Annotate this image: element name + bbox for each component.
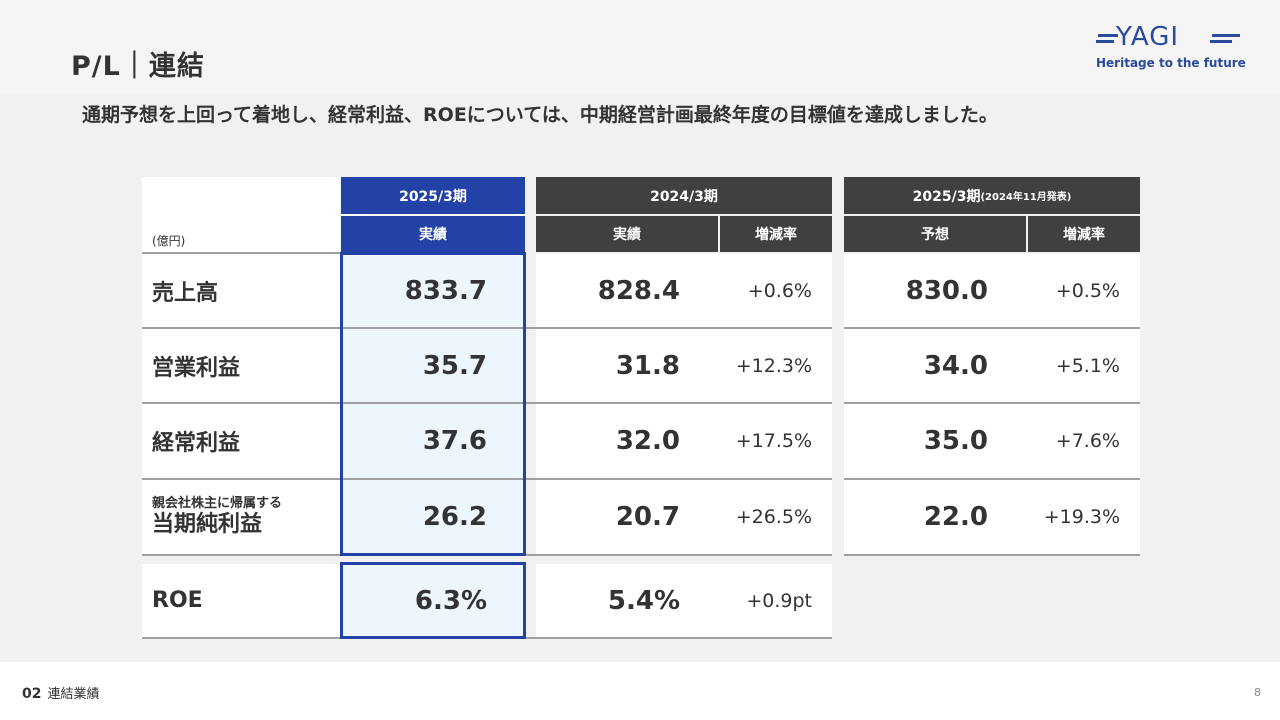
table-cell-fy2024-change: +17.5%: [718, 404, 832, 478]
footer-section-number: 02: [22, 686, 42, 702]
header-forecast-value: 予想: [844, 216, 1026, 252]
forecast-announce-note: (2024年11月発表): [980, 192, 1072, 203]
unit-label: (億円): [152, 234, 186, 248]
footer-section: 02 連結業績: [22, 683, 100, 702]
table-row-label-roe: ROE: [142, 564, 340, 637]
row-divider: [142, 402, 832, 404]
highlight-frame-fy2025: [340, 252, 526, 556]
logo-tagline: Heritage to the future: [1096, 56, 1246, 70]
row-divider: [142, 327, 832, 329]
row-divider: [142, 252, 340, 254]
header-fy2024-actual: 実績: [536, 216, 718, 252]
table-cell-forecast-change: +5.1%: [1026, 329, 1140, 402]
table-cell-fy2025: 833.7: [341, 254, 525, 327]
table-cell-forecast: 830.0: [844, 254, 1026, 327]
table-cell-fy2024: 828.4: [536, 254, 718, 327]
table-cell-forecast: 22.0: [844, 480, 1026, 554]
table-cell-forecast-change: +19.3%: [1026, 480, 1140, 554]
header-band: [0, 0, 1280, 94]
table-cell-fy2024: 20.7: [536, 480, 718, 554]
table-cell-roe-fy2025: 6.3%: [341, 564, 525, 637]
header-fy2024-change: 増減率: [720, 216, 832, 252]
logo-stripe: [1096, 40, 1114, 43]
row-divider: [142, 478, 832, 480]
table-cell-fy2025: 26.2: [341, 480, 525, 554]
table-row-label: 売上高: [142, 254, 340, 327]
footer-band: [0, 662, 1280, 720]
header-fy2025: 2025/3期: [341, 177, 525, 214]
table-cell-fy2024: 32.0: [536, 404, 718, 478]
row-divider: [844, 554, 1140, 556]
table-cell-fy2024-change: +0.6%: [718, 254, 832, 327]
page-title: P/L｜連結: [71, 51, 205, 82]
table-cell-forecast-change: +0.5%: [1026, 254, 1140, 327]
table-cell-forecast: 35.0: [844, 404, 1026, 478]
logo-stripe: [1210, 40, 1232, 43]
table-cell-forecast-change: +7.6%: [1026, 404, 1140, 478]
yagi-logo: YAGI Heritage to the future: [1094, 22, 1246, 74]
header-fy2025-actual: 実績: [341, 216, 525, 252]
logo-stripe: [1098, 34, 1118, 37]
header-forecast: 2025/3期 (2024年11月発表): [844, 177, 1140, 214]
table-cell-roe-fy2024: 5.4%: [536, 564, 718, 637]
table-cell-fy2025: 35.7: [341, 329, 525, 402]
logo-stripe: [1212, 34, 1240, 37]
table-row-label: 経常利益: [142, 404, 340, 478]
footer-section-name: 連結業績: [47, 687, 100, 702]
page-number: 8: [1254, 686, 1261, 699]
page-subtitle: 通期予想を上回って着地し、経常利益、ROEについては、中期経営計画最終年度の目標…: [82, 104, 998, 126]
row-label-prefix: 親会社株主に帰属する: [152, 496, 283, 511]
table-cell-fy2024-change: +26.5%: [718, 480, 832, 554]
table-cell-roe-change: +0.9pt: [718, 564, 832, 637]
row-label-main: 当期純利益: [152, 512, 263, 537]
logo-wordmark: YAGI: [1116, 22, 1180, 52]
table-row-label: 親会社株主に帰属する 当期純利益: [142, 480, 340, 554]
unit-header-cell: [142, 177, 340, 253]
table-row-label: 営業利益: [142, 329, 340, 402]
row-divider: [844, 478, 1140, 480]
header-forecast-change: 増減率: [1028, 216, 1140, 252]
highlight-frame-roe: [340, 562, 526, 639]
table-cell-fy2024-change: +12.3%: [718, 329, 832, 402]
table-cell-fy2025: 37.6: [341, 404, 525, 478]
header-fy2024: 2024/3期: [536, 177, 832, 214]
row-divider: [844, 402, 1140, 404]
table-cell-fy2024: 31.8: [536, 329, 718, 402]
table-cell-forecast: 34.0: [844, 329, 1026, 402]
row-divider: [844, 327, 1140, 329]
header-divider: [341, 214, 525, 216]
